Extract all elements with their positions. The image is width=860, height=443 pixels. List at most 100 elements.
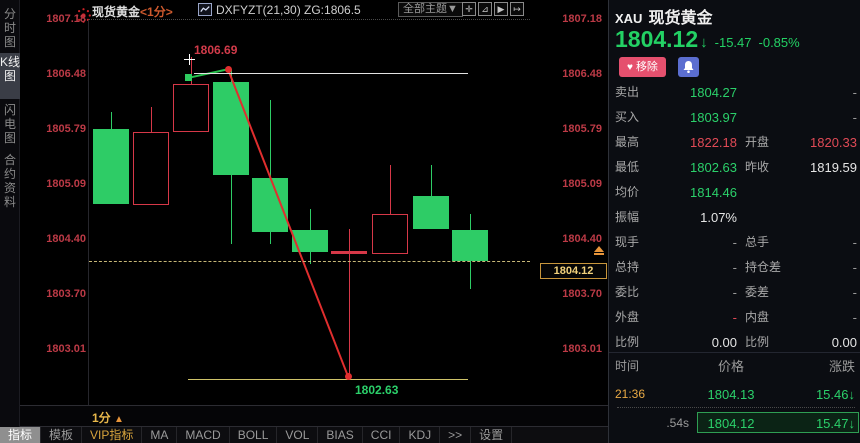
toolbar-tab-设置[interactable]: 设置	[471, 427, 513, 443]
quote-label: 委比	[615, 285, 640, 299]
price-axis-label: 1805.09	[562, 178, 602, 190]
quote-label: 最高	[615, 135, 640, 149]
indicator-text: DXFYZT(21,30) ZG:1806.5	[216, 3, 361, 17]
candle	[252, 177, 288, 233]
quote-value: -	[852, 110, 857, 125]
last-price: 1804.12	[615, 26, 699, 52]
quote-label: 现手	[615, 235, 640, 249]
price-axis-label: 1803.70	[46, 288, 86, 300]
price-axis-label: 1806.48	[46, 68, 86, 80]
price-axis-label: 1805.79	[562, 122, 602, 135]
remove-favorite-button[interactable]: ♥ 移除	[619, 57, 666, 77]
quote-label: 振幅	[615, 210, 640, 224]
quote-row: 均价 1814.46	[609, 180, 860, 205]
candle	[413, 195, 449, 230]
quote-value: 1819.59	[810, 160, 857, 175]
quote-value: 1804.27	[690, 85, 737, 100]
toolbar-tab-模板[interactable]: 模板	[41, 427, 83, 443]
quote-label: 比例	[615, 335, 640, 349]
sidebar-tab-闪电图[interactable]: 闪电图	[3, 103, 16, 145]
theme-select-button[interactable]: 全部主题▼	[398, 2, 463, 17]
tick-change: 15.46↓	[815, 387, 855, 402]
quote-label: 均价	[615, 185, 640, 199]
toolbar-tab-BIAS[interactable]: BIAS	[318, 427, 363, 443]
toolbar-tab-BOLL[interactable]: BOLL	[230, 427, 278, 443]
quote-row: 最低 1802.63 昨收 1819.59	[609, 155, 860, 180]
quote-value: 0.00	[831, 335, 857, 350]
last-price-badge: 1804.12	[540, 262, 607, 279]
quote-row: 外盘 - 内盘 -	[609, 305, 860, 330]
quote-value: 1.07%	[700, 210, 737, 225]
crosshair-icon[interactable]: ✛	[462, 2, 476, 16]
toolbar-tab-KDJ[interactable]: KDJ	[400, 427, 441, 443]
price-axis-label: 1803.70	[562, 288, 602, 300]
toolbar-tab-MA[interactable]: MA	[142, 427, 178, 443]
candle	[133, 131, 169, 205]
timeframe-arrow-icon: ▲	[114, 414, 124, 425]
indicator-chart-icon	[198, 3, 212, 16]
col-header-time: 时间	[615, 359, 640, 373]
candle	[213, 81, 249, 176]
toolbar-tab->>[interactable]: >>	[440, 427, 472, 443]
time-sales-header: 时间 价格 涨跌	[609, 357, 860, 376]
toolbar-tab-VIP指标[interactable]: VIP指标	[82, 427, 143, 443]
quote-value: 0.00	[711, 335, 737, 350]
price-marker-icon	[594, 245, 604, 255]
hot-indicator-icon	[76, 8, 91, 23]
symbol-name: 现货黄金	[648, 10, 713, 27]
price-annotation: 1806.69	[194, 43, 238, 57]
quote-value: -	[732, 310, 737, 325]
toolbar-tab-指标[interactable]: 指标	[0, 427, 42, 443]
symbol-code: XAU	[615, 11, 643, 26]
heart-icon: ♥	[627, 62, 633, 73]
candle-wick	[349, 229, 350, 379]
segment-endpoint-dot	[344, 372, 352, 380]
time-sales-row: 21:36 1804.13 15.46↓	[609, 385, 860, 404]
timeframe-selector[interactable]: 1分 ▲	[92, 411, 124, 425]
tick-price: 1804.12	[707, 416, 755, 431]
toolbar-tab-CCI[interactable]: CCI	[363, 427, 401, 443]
axis-play-icon[interactable]: ▶	[494, 2, 508, 16]
sidebar-tab-合约资料[interactable]: 合约资料	[3, 153, 16, 209]
quote-value: 1822.18	[690, 135, 737, 150]
quote-row: 最高 1822.18 开盘 1820.33	[609, 130, 860, 155]
time-sales-row: .54s 1804.12 15.47↓	[609, 414, 860, 433]
price-axis-label: 1803.01	[46, 342, 86, 355]
quote-value: -	[852, 285, 857, 300]
tick-time: .54s	[666, 416, 689, 430]
down-arrow-icon: ↓	[700, 34, 708, 51]
quote-row: 委比 - 委差 -	[609, 280, 860, 305]
pan-right-icon[interactable]: ↦	[510, 2, 524, 16]
quote-value: -	[852, 235, 857, 250]
quote-label: 卖出	[615, 85, 640, 99]
chart-title: 现货黄金<1分>	[92, 5, 173, 19]
price-axis-label: 1803.01	[562, 342, 602, 355]
candle	[93, 128, 129, 204]
quote-row: 比例 0.00 比例 0.00	[609, 330, 860, 355]
axis-scale-icon[interactable]: ⊿	[478, 2, 492, 16]
quote-value: -	[732, 260, 737, 275]
quote-label: 总持	[615, 260, 640, 274]
candle	[452, 229, 488, 261]
last-price-line	[89, 260, 530, 262]
alert-bell-button[interactable]	[677, 57, 699, 77]
quote-row: 卖出 1804.27 -	[609, 80, 860, 105]
last-price-row: 1804.12 ↓ -15.47 -0.85%	[615, 26, 800, 53]
price-axis-label: 1804.40	[46, 232, 86, 245]
sidebar-tab-分时图[interactable]: 分时图	[3, 7, 16, 49]
price-axis-label: 1805.09	[46, 178, 86, 190]
quote-label: 委差	[745, 285, 770, 299]
tick-change: 15.47↓	[815, 416, 855, 431]
quote-value: 1803.97	[690, 110, 737, 125]
toolbar-tab-VOL[interactable]: VOL	[277, 427, 319, 443]
price-axis-label: 1807.18	[46, 12, 86, 25]
toolbar-tab-MACD[interactable]: MACD	[177, 427, 230, 443]
candlestick-plot[interactable]	[88, 20, 531, 405]
col-header-change: 涨跌	[828, 359, 855, 374]
quote-label: 内盘	[745, 310, 770, 324]
sidebar-tab-K线图[interactable]: K线图	[0, 53, 20, 99]
top-gridline	[89, 18, 530, 20]
timeframe-row: 1分 ▲	[20, 405, 608, 427]
price-change: -15.47	[714, 35, 752, 50]
latest-tick-highlight-box	[697, 412, 859, 433]
